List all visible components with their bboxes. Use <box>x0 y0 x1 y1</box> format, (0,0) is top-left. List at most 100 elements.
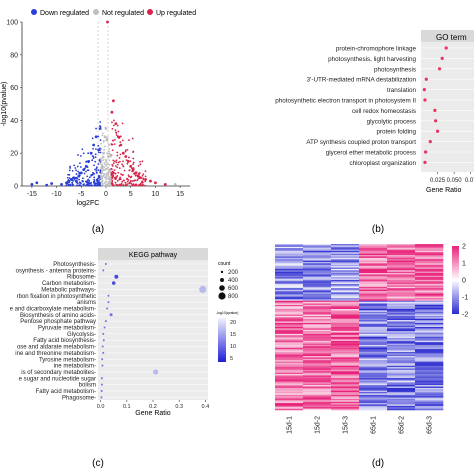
volcano-point <box>66 182 69 185</box>
heatmap-cell <box>275 317 304 319</box>
heatmap-cell <box>275 342 304 344</box>
volcano-x-tick-label: -15 <box>27 191 37 198</box>
heatmap-cell <box>359 282 388 285</box>
heatmap-cell <box>303 404 332 407</box>
heatmap-cell <box>359 297 388 300</box>
heatmap-cell <box>303 400 332 402</box>
heatmap-cell <box>359 405 388 408</box>
heatmap-cell <box>387 380 416 383</box>
volcano-point <box>113 160 116 163</box>
size-legend-label: 800 <box>228 294 239 300</box>
heatmap-cell <box>387 405 416 408</box>
volcano-point <box>102 151 105 155</box>
volcano-point <box>71 169 74 172</box>
heatmap-cell <box>331 275 360 278</box>
volcano-point <box>60 182 63 186</box>
heatmap-cell <box>303 327 332 329</box>
heatmap-cell <box>331 309 360 311</box>
heatmap-cell <box>303 347 332 350</box>
volcano-point <box>121 180 124 183</box>
heatmap-cell <box>359 390 388 393</box>
volcano-point <box>116 184 119 187</box>
heatmap-scale-label: -1 <box>462 295 468 302</box>
volcano-point <box>116 154 119 157</box>
heatmap-scale-label: -2 <box>462 312 468 319</box>
heatmap-cell <box>303 372 332 375</box>
volcano-point <box>99 171 102 174</box>
heatmap-cell <box>331 396 360 398</box>
heatmap-cell <box>303 263 332 266</box>
heatmap-cell <box>275 364 304 367</box>
heatmap-cell <box>331 268 360 271</box>
heatmap-cell <box>359 376 388 379</box>
heatmap-cell <box>359 304 388 307</box>
volcano-point <box>105 167 108 170</box>
volcano-point <box>112 139 114 142</box>
heatmap-cell <box>415 357 444 360</box>
volcano-point <box>127 156 130 159</box>
heatmap-cell <box>359 335 388 337</box>
volcano-point <box>109 154 112 157</box>
heatmap-cell <box>275 382 304 385</box>
heatmap-cell <box>303 344 332 347</box>
heatmap-cell <box>387 393 416 396</box>
heatmap-cell <box>275 310 304 313</box>
heatmap-cell <box>415 342 444 344</box>
volcano-point <box>119 141 122 144</box>
go-term-label: cell redox homeostasis <box>352 108 416 115</box>
kegg-pathway-label: Glycolysis- <box>67 332 96 338</box>
volcano-point <box>101 134 104 137</box>
go-dot <box>435 129 440 133</box>
heatmap-cell <box>359 385 388 387</box>
heatmap-cell <box>387 245 416 248</box>
heatmap-cell <box>331 342 360 344</box>
heatmap-cell <box>415 246 444 249</box>
volcano-point <box>111 149 114 152</box>
heatmap-cell <box>303 390 332 393</box>
volcano-point <box>100 181 102 183</box>
heatmap-cell <box>359 322 388 325</box>
heatmap-cell <box>275 368 304 371</box>
heatmap-cell <box>415 277 444 279</box>
heatmap-cell <box>275 351 304 354</box>
heatmap-cell <box>359 375 388 378</box>
heatmap-cell <box>303 299 332 302</box>
volcano-point <box>102 174 105 177</box>
heatmap-cell <box>359 380 388 383</box>
heatmap-cell <box>331 293 360 296</box>
heatmap-cell <box>387 253 416 256</box>
heatmap-cell <box>303 304 332 307</box>
go-title: GO term <box>436 33 467 42</box>
heatmap-cell <box>303 358 332 361</box>
heatmap-cell <box>275 332 304 335</box>
volcano-point <box>130 175 133 178</box>
heatmap-cell <box>275 339 304 342</box>
heatmap-cell <box>359 259 388 261</box>
heatmap-cell <box>415 356 444 358</box>
legend-up-label: Up regulated <box>156 10 196 17</box>
heatmap-cell <box>415 333 444 336</box>
heatmap-cell <box>331 347 360 350</box>
volcano-point <box>94 182 97 185</box>
heatmap-cell <box>303 286 332 289</box>
volcano-point <box>99 151 102 154</box>
volcano-point <box>97 144 100 147</box>
volcano-point <box>99 147 101 150</box>
heatmap-cell <box>303 392 332 394</box>
volcano-point <box>107 181 110 183</box>
color-legend-label: 20 <box>230 320 236 326</box>
heatmap-cell <box>303 361 332 364</box>
kegg-pathway-label: e and dicarboxylate metabolism- <box>10 306 96 312</box>
heatmap-cell <box>331 248 360 250</box>
heatmap-cell <box>303 350 332 353</box>
go-dot <box>433 108 437 112</box>
heatmap-cell <box>275 386 304 389</box>
volcano-point <box>141 181 144 184</box>
heatmap-cell <box>331 408 360 411</box>
heatmap-cell <box>387 371 416 373</box>
heatmap-cell <box>303 274 332 277</box>
heatmap-cell <box>275 385 304 387</box>
heatmap-cell <box>303 375 332 378</box>
heatmap-cell <box>387 299 416 302</box>
heatmap-cell <box>303 292 332 295</box>
